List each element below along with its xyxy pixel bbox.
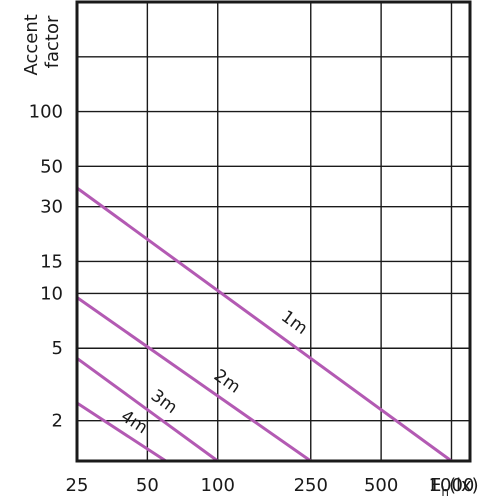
y-tick-label: 15 xyxy=(40,251,63,272)
x-tick-label: 25 xyxy=(66,475,89,496)
x-axis-title-unit: (lx) xyxy=(449,475,479,496)
y-axis-title: Accent factor xyxy=(21,8,63,75)
y-axis-title-line-2: factor xyxy=(42,15,63,68)
y-axis-title-line-1: Accent xyxy=(21,14,42,75)
series-lines xyxy=(76,186,453,463)
series-line-4m xyxy=(76,401,167,463)
y-axis-ticks: 2 5 10 15 30 50 100 xyxy=(29,102,63,432)
x-tick-label: 500 xyxy=(364,475,398,496)
y-tick-label: 5 xyxy=(52,338,63,359)
grid xyxy=(77,2,470,461)
series-line-1m xyxy=(76,186,453,463)
x-tick-label: 1000 xyxy=(429,475,475,496)
x-tick-label: 50 xyxy=(136,475,159,496)
series-line-2m xyxy=(76,296,312,463)
y-tick-label: 2 xyxy=(52,411,63,432)
x-axis-title-sub: h xyxy=(441,485,449,499)
x-axis-ticks: 25 50 100 250 500 1000 xyxy=(66,475,475,496)
y-tick-label: 100 xyxy=(29,102,63,123)
y-tick-label: 30 xyxy=(40,197,63,218)
y-tick-label: 50 xyxy=(40,156,63,177)
x-axis-title: Eh(lx) xyxy=(430,475,479,499)
y-tick-label: 10 xyxy=(40,283,63,304)
series-line-3m xyxy=(76,357,219,463)
x-axis-title-main: E xyxy=(430,475,441,496)
plot-frame xyxy=(75,0,472,463)
x-tick-label: 250 xyxy=(294,475,328,496)
series-label-1m: 1m xyxy=(277,307,311,339)
x-tick-label: 100 xyxy=(201,475,235,496)
